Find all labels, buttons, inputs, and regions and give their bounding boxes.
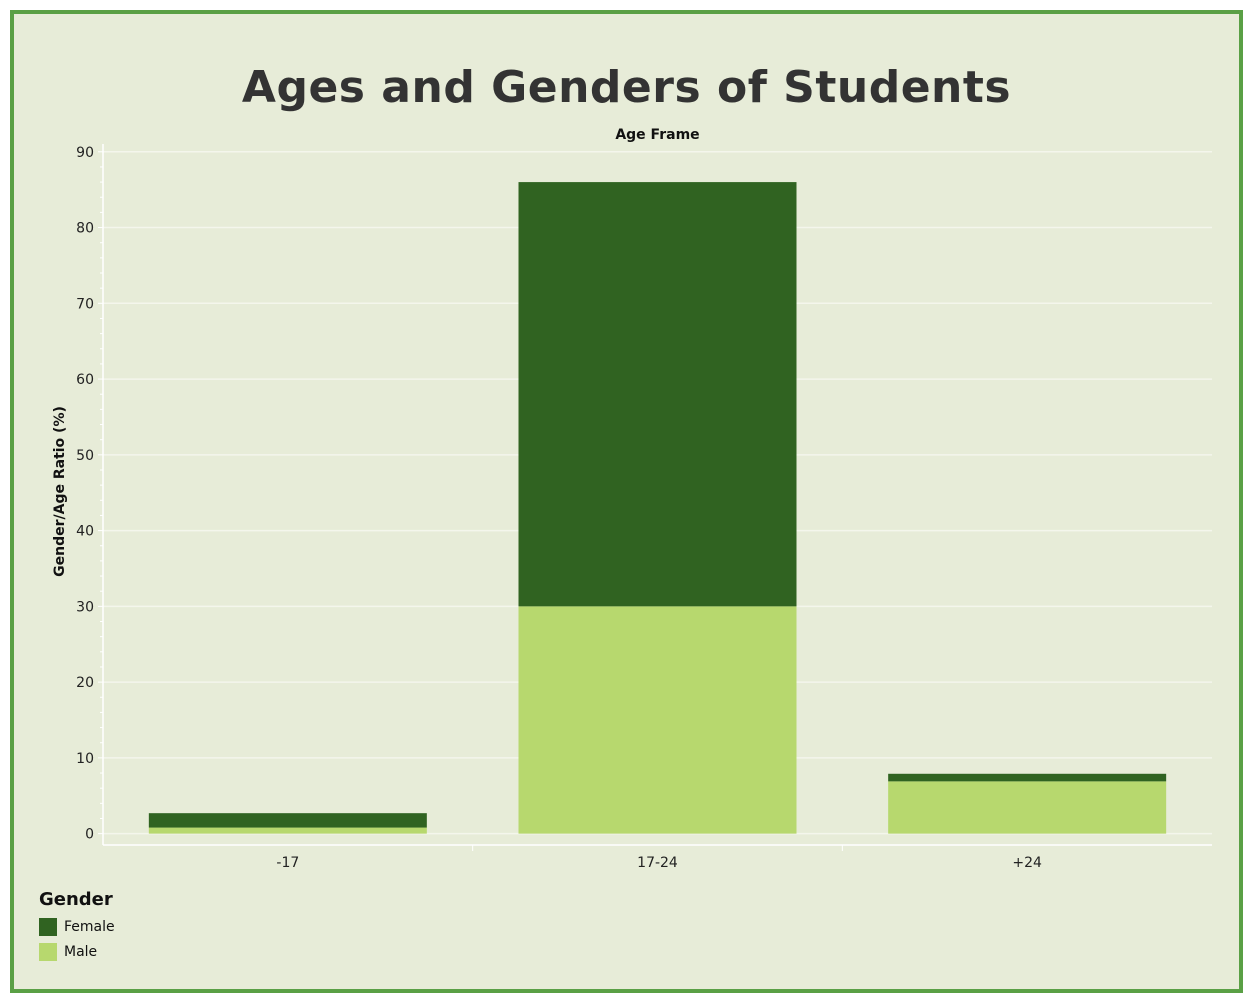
bar-female-1 [518, 182, 797, 607]
legend-item-male[interactable]: Male [39, 939, 115, 964]
legend-title: Gender [39, 889, 113, 910]
legend-label-female: Female [64, 918, 115, 935]
x-tick-label: -17 [276, 855, 299, 871]
legend-item-female[interactable]: Female [39, 914, 115, 939]
legend: Gender Female Male [39, 889, 115, 964]
chart-frame: Ages and Genders of Students 0 10 20 30 40 50… [10, 10, 1243, 993]
bar-male-1 [518, 606, 797, 834]
y-tick-label: 30 [76, 599, 94, 615]
y-tick-label: 70 [76, 296, 94, 312]
y-tick-label: 90 [76, 145, 94, 161]
bar-male-2 [888, 781, 1167, 834]
y-tick-label: 0 [85, 827, 94, 843]
chart-canvas: 0 10 20 30 40 50 60 70 80 90 -17 17-24 +24 Age Frame G… [52, 127, 1212, 871]
legend-swatch-female [39, 917, 57, 936]
x-tick-label: +24 [1012, 855, 1042, 871]
bar-female-0 [148, 813, 427, 828]
bar-female-2 [888, 773, 1167, 782]
x-axis-title: Age Frame [615, 127, 699, 143]
legend-swatch-male [39, 942, 57, 961]
y-tick-label: 40 [76, 524, 94, 540]
y-tick-label: 20 [76, 675, 94, 691]
chart-title: Ages and Genders of Students [241, 62, 1012, 113]
bar-male-0 [148, 827, 427, 834]
y-tick-label: 80 [76, 221, 94, 237]
y-axis-title: Gender/Age Ratio (%) [52, 406, 68, 577]
y-tick-label: 50 [76, 448, 94, 464]
y-tick-label: 60 [76, 372, 94, 388]
legend-label-male: Male [64, 943, 98, 960]
y-tick-label: 10 [76, 751, 94, 767]
x-tick-label: 17-24 [637, 855, 678, 871]
